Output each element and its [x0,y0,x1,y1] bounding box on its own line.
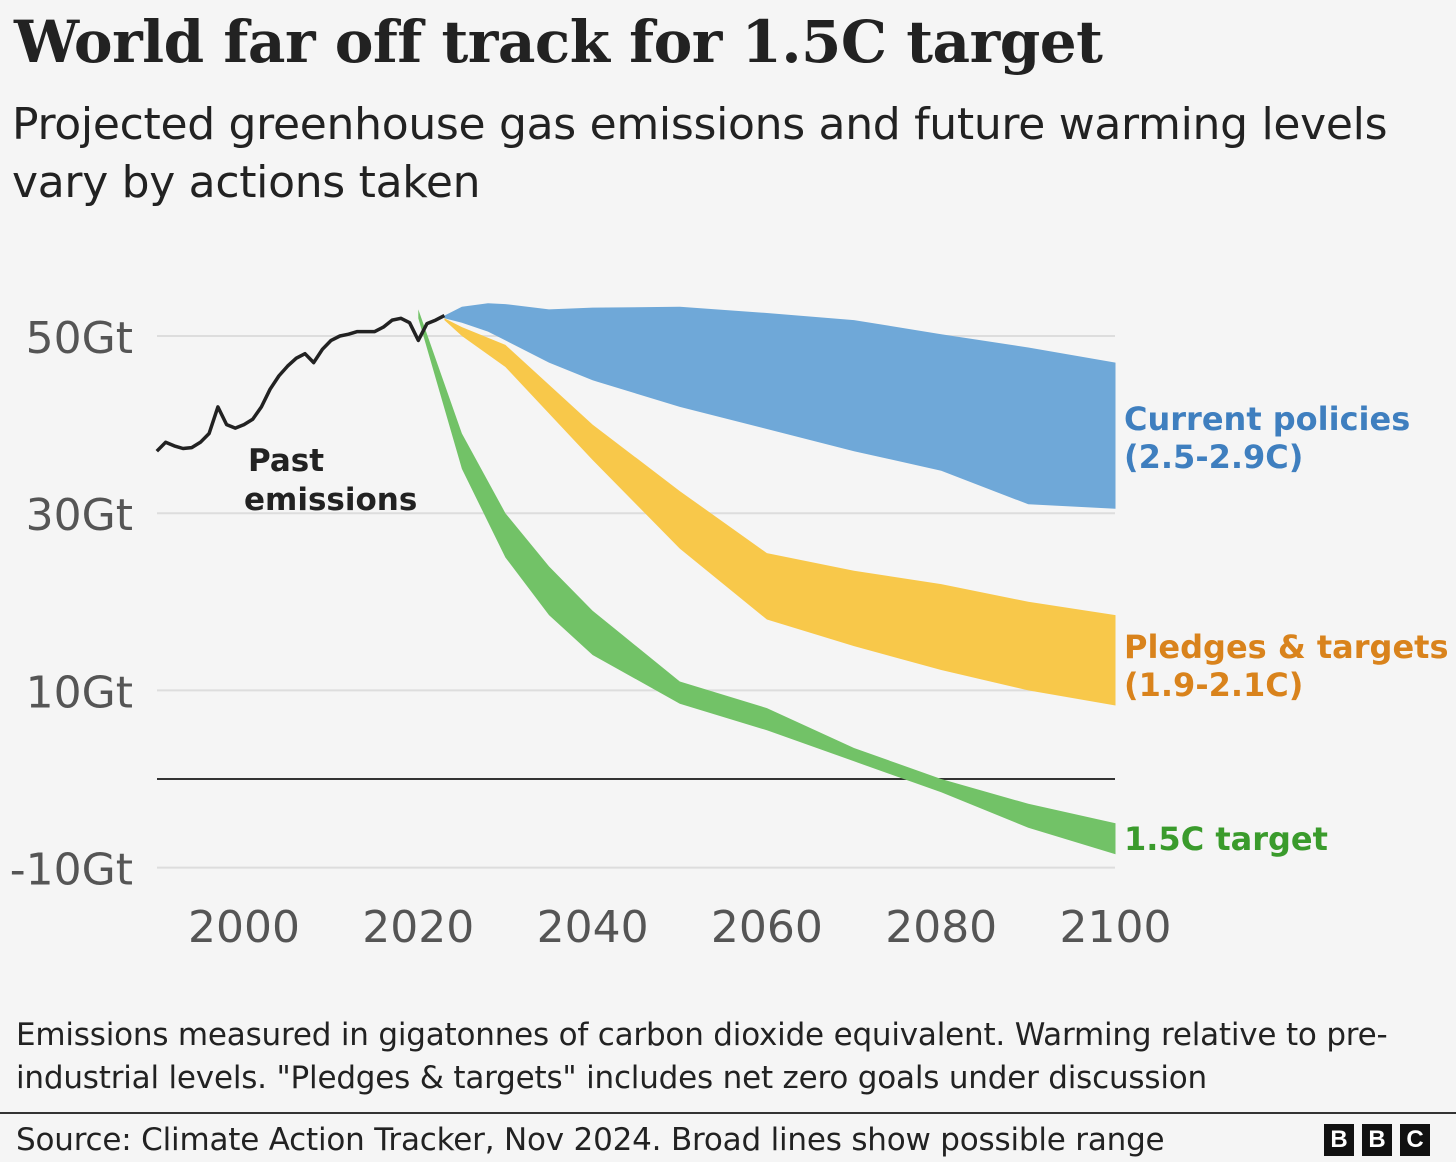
x-tick-label: 2020 [362,902,474,953]
x-tick-label: 2080 [885,902,997,953]
footnote: Emissions measured in gigatonnes of carb… [16,1017,1388,1096]
series-label-line: (1.9-2.1C) [1124,666,1303,704]
current-policies-band [444,303,1116,509]
scenario-bands [418,303,1116,855]
series-label-line: Current policies [1124,400,1410,438]
series-label-line: 1.5C target [1124,820,1328,858]
y-tick-label: 30Gt [26,490,133,541]
pledges-targets-band [444,318,1116,706]
grid-lines [157,335,1115,869]
series-label-line: (2.5-2.9C) [1124,438,1303,476]
logo-letter: B [1324,1124,1354,1156]
logo-letter: B [1362,1124,1392,1156]
past-label-line: emissions [244,482,417,518]
source-line: Source: Climate Action Tracker, Nov 2024… [16,1122,1165,1158]
y-tick-label: 50Gt [26,313,133,364]
target-1-5c-band [418,309,1116,855]
x-axis-labels: 2000 2020 2040 2060 2080 2100 [188,902,1171,953]
series-label-line: Pledges & targets [1124,628,1449,666]
emissions-chart: 50Gt 30Gt 10Gt -10Gt 2000 2020 2040 2060 2080 21… [10,303,1449,953]
chart-title: World far off track for 1.5C target [14,8,1103,76]
x-tick-label: 2040 [537,902,649,953]
x-tick-label: 2000 [188,902,300,953]
x-tick-label: 2060 [711,902,823,953]
series-labels: Current policies (2.5-2.9C) Pledges & targ… [1124,400,1449,858]
past-emissions-line [155,314,446,453]
logo-letter: C [1400,1124,1430,1156]
y-tick-label: -10Gt [10,845,133,896]
past-emissions-label: Past emissions [244,443,417,518]
current-policies-label: Current policies (2.5-2.9C) [1124,400,1410,476]
y-tick-label: 10Gt [26,667,133,718]
y-axis-labels: 50Gt 30Gt 10Gt -10Gt [10,313,133,896]
pledges-targets-label: Pledges & targets (1.9-2.1C) [1124,628,1449,704]
footer-divider [0,1112,1456,1114]
past-label-line: Past [248,443,324,479]
target-1-5c-label: 1.5C target [1124,820,1328,858]
chart-subtitle: Projected greenhouse gas emissions and f… [12,99,1388,208]
bbc-logo: B B C [1324,1124,1430,1156]
x-tick-label: 2100 [1060,902,1172,953]
